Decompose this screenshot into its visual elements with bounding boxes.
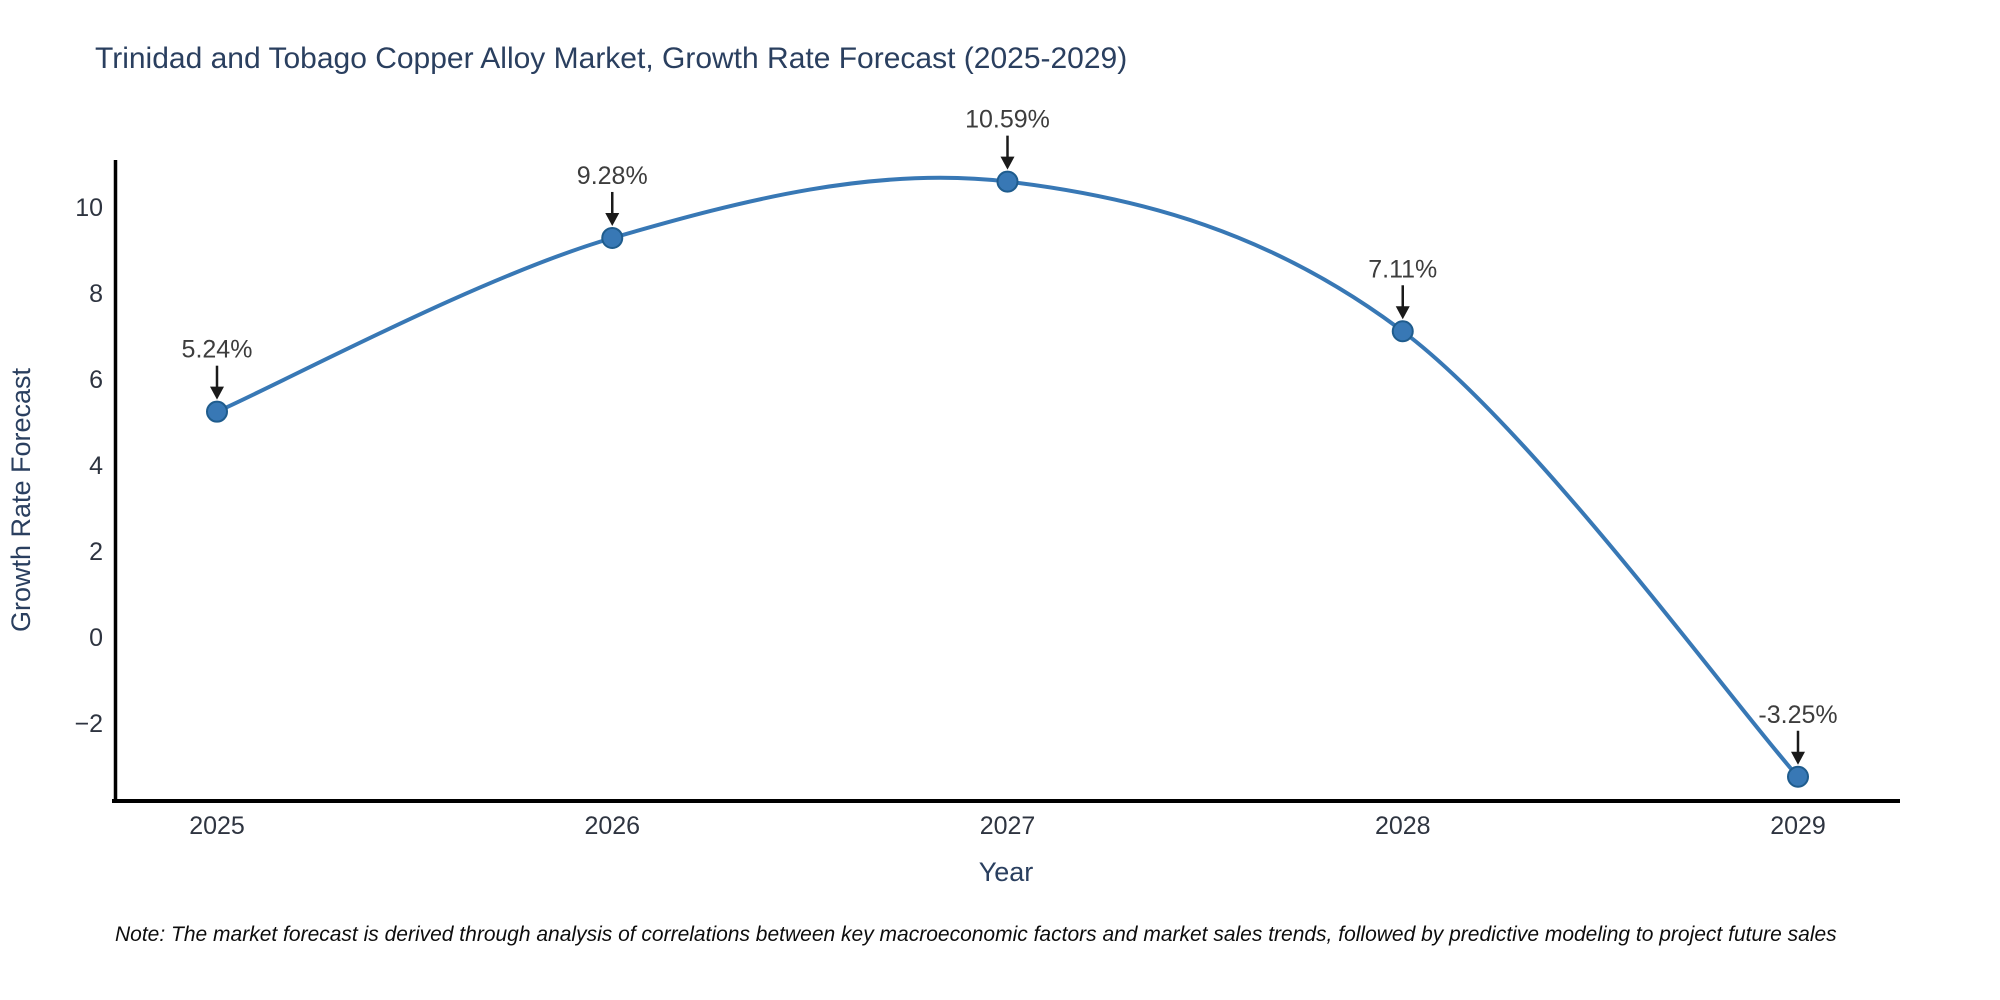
- data-point-marker: [1787, 765, 1809, 788]
- x-tick-label: 2028: [1375, 812, 1431, 840]
- x-axis-tick-labels: 2025 2026 2027 2028 2029: [189, 812, 1826, 840]
- y-tick-label: 8: [89, 280, 103, 308]
- annotation-arrowhead-icon: [1791, 751, 1805, 765]
- y-tick-label: −2: [74, 710, 103, 738]
- y-tick-label: 2: [89, 538, 103, 566]
- footnote: Note: The market forecast is derived thr…: [115, 923, 1837, 946]
- point-annotations: 5.24% 9.28% 10.59% 7.11% -3.25%: [182, 106, 1838, 765]
- y-axis-tick-labels: 10 8 6 4 2 0 −2: [74, 194, 103, 738]
- point-value-label: 5.24%: [182, 336, 253, 364]
- x-tick-label: 2027: [980, 812, 1036, 840]
- forecast-spline-line: [215, 175, 1800, 779]
- annotation-arrowhead-icon: [210, 386, 224, 400]
- y-tick-label: 4: [89, 452, 103, 480]
- y-tick-label: 10: [75, 194, 103, 222]
- data-point-marker: [206, 400, 228, 423]
- x-tick-label: 2029: [1770, 812, 1826, 840]
- x-axis-title: Year: [979, 857, 1034, 887]
- axes: [112, 160, 1900, 803]
- point-value-label: 9.28%: [577, 162, 648, 190]
- data-point-marker: [1391, 320, 1414, 343]
- y-axis-title: Growth Rate Forecast: [6, 367, 36, 632]
- annotation-arrowhead-icon: [605, 212, 620, 226]
- data-series: [206, 170, 1809, 788]
- point-value-label: 7.11%: [1368, 255, 1437, 283]
- x-tick-label: 2026: [584, 812, 640, 840]
- data-point-marker: [996, 170, 1019, 193]
- y-tick-label: 6: [89, 366, 103, 394]
- annotation-arrowhead-icon: [1000, 156, 1015, 170]
- data-point-marker: [601, 226, 624, 249]
- x-tick-label: 2025: [189, 812, 245, 840]
- point-value-label: 10.59%: [965, 106, 1050, 134]
- y-tick-label: 0: [89, 624, 103, 652]
- annotation-arrowhead-icon: [1395, 306, 1410, 320]
- point-value-label: -3.25%: [1758, 701, 1837, 729]
- chart-title: Trinidad and Tobago Copper Alloy Market,…: [95, 42, 1127, 75]
